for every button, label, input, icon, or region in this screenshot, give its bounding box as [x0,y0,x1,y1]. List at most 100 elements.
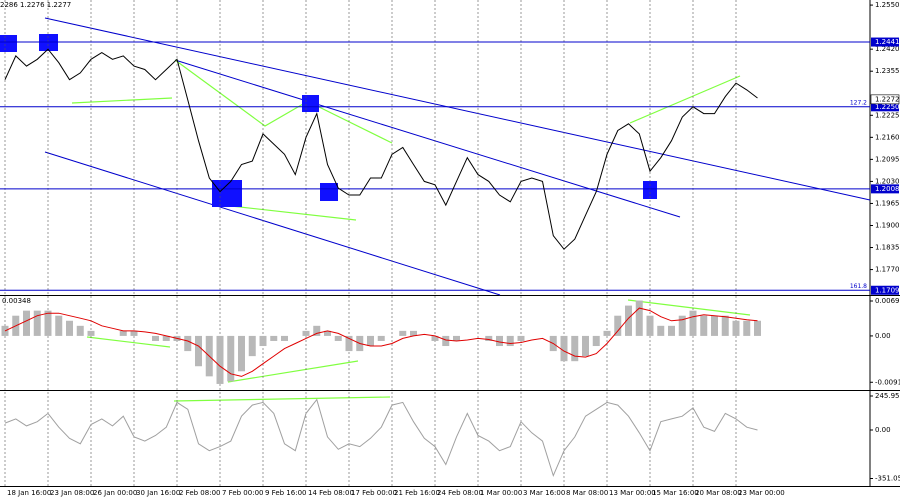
histogram-bar [625,305,632,336]
channel-line [174,59,681,218]
y-tick-label: 1.2030 [875,177,900,185]
signal-line [4,307,758,377]
histogram-bar [313,325,321,336]
channel-line [44,151,501,296]
y-tick-label: 0.00691 [875,297,900,305]
y-tick-label: 1.2095 [875,155,900,163]
x-tick-label: 7 Feb 00:00 [222,489,263,497]
x-tick-label: 1 Mar 00:00 [480,489,522,497]
level-label: 1.2441 [875,38,900,46]
histogram-bar [689,310,697,336]
x-tick-label: 13 Mar 00:00 [609,489,656,497]
histogram-bar [259,335,267,347]
histogram-bar [216,335,224,384]
histogram-bar [657,325,665,336]
y-tick-label: 245.9564 [875,392,900,400]
histogram-bar [399,330,407,336]
x-tick-label: 23 Mar 00:00 [738,489,785,497]
current-price-label: 1.2272 [875,95,900,103]
histogram-bar [517,335,525,341]
histogram-bar [571,335,579,362]
histogram-bar [23,310,30,336]
current-price-tag [870,94,900,105]
macd-value: 0.00348 [2,297,31,305]
y-tick-label: 1.2355 [875,67,900,75]
histogram-bar [560,335,568,362]
level-tag [871,102,899,112]
histogram-bar [184,335,192,352]
x-tick-label: 14 Feb 08:00 [308,489,354,497]
histogram-bar [592,335,600,347]
histogram-bar [377,335,385,341]
y-tick-label: 0.00 [875,426,891,434]
y-tick-label: 1.1835 [875,244,900,252]
oscillator-line [4,398,758,478]
histogram-bar [44,310,52,336]
histogram-bar [754,320,761,336]
histogram-bar [496,335,503,347]
histogram-bar [66,320,73,336]
x-tick-label: 3 Mar 16:00 [523,489,565,497]
divergence-lines [71,59,751,402]
histogram-bar [668,325,675,336]
x-tick-label: 20 Mar 08:00 [695,489,742,497]
fib-label: 127.2 [850,99,867,106]
histogram-bar [732,320,740,336]
level-label: 1.1709 [875,286,900,294]
y-tick-label: 1.1770 [875,266,900,274]
x-tick-label: 26 Jan 00:00 [93,489,137,497]
histogram-bar [152,335,159,341]
histogram-bar [281,335,288,341]
histogram-bar [506,335,514,347]
histogram-bar [485,335,493,341]
price-line [4,48,758,250]
y-tick-label: 0.00 [875,332,891,340]
y-tick-label: 1.1965 [875,199,900,207]
x-tick-label: 17 Feb 00:00 [351,489,397,497]
histogram-bar [162,335,170,341]
histogram-bar [603,330,611,336]
y-tick-label: -351.05 [875,475,900,483]
histogram-bar [76,325,84,336]
header: 2286 1.2276 1.2277 [0,1,71,9]
histogram-bar [55,315,63,336]
level-label: 1.2250 [875,103,900,111]
histogram-bar [614,315,622,336]
x-tick-label: 2 Feb 08:00 [179,489,220,497]
x-tick-label: 21 Feb 16:00 [394,489,440,497]
y-tick-label: 1.1900 [875,221,900,229]
histogram-bar [646,315,654,336]
histogram-bar [721,315,729,336]
histogram-bar [367,335,374,347]
histogram-bar [33,310,41,336]
histogram-bar [227,335,235,382]
markers [0,34,657,207]
x-tick-label: 8 Mar 08:00 [566,489,608,497]
histogram-bar [130,330,138,336]
y-tick-label: 1.2550 [875,1,900,9]
x-tick-label: 15 Mar 16:00 [652,489,699,497]
histogram-bar [678,315,686,336]
histogram-bar [302,330,310,336]
histogram-bar [195,335,202,367]
histogram-bar [442,335,450,347]
histogram-bar [743,320,751,336]
x-tick-label: 24 Feb 08:00 [437,489,483,497]
level-tag [871,285,899,295]
level-tag [871,184,899,194]
histogram-bar [431,335,439,341]
histogram-bar [238,335,245,372]
channel-line [44,17,871,201]
histogram-bar [87,330,95,336]
histogram-bar [453,335,460,341]
histogram-bar [324,330,331,336]
x-tick-label: 23 Jan 08:00 [50,489,94,497]
x-tick-label: 30 Jan 16:00 [136,489,180,497]
fib-label: 161.8 [850,283,867,290]
y-tick-label: 1.2225 [875,111,900,119]
histogram-bar [334,335,342,341]
histogram-bar [635,300,643,336]
